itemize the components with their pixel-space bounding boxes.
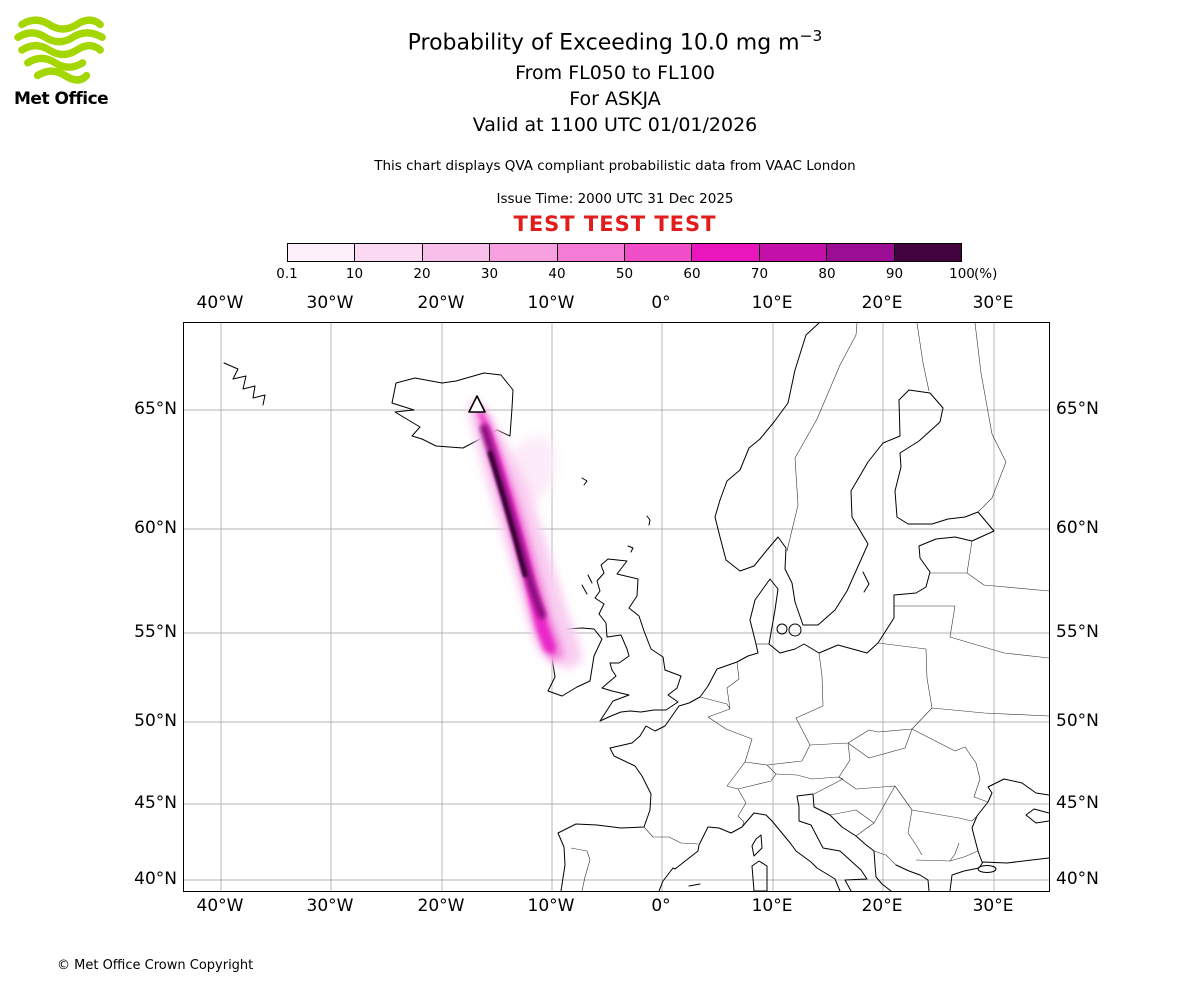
met-office-logo: Met Office	[14, 16, 126, 109]
lon-label-bottom: 10°W	[527, 896, 575, 916]
colorbar-segment	[759, 244, 828, 261]
lat-label-right: 45°N	[1056, 793, 1099, 813]
lat-label-left: 60°N	[134, 518, 177, 538]
colorbar-tick-label: 60	[683, 266, 701, 282]
faroe-coastline	[581, 477, 588, 486]
marmara-sea	[977, 865, 997, 873]
lat-label-right: 55°N	[1056, 622, 1099, 642]
colorbar-segment	[894, 244, 962, 261]
colorbar-segment	[288, 244, 356, 261]
colorbar-segment	[422, 244, 491, 261]
colorbar-segment	[355, 244, 423, 261]
lat-label-right: 50°N	[1056, 711, 1099, 731]
lat-label-right: 60°N	[1056, 518, 1099, 538]
colorbar-unit-label: (%)	[974, 266, 998, 282]
lat-label-left: 65°N	[134, 399, 177, 419]
lon-label-top: 30°W	[306, 293, 354, 313]
orkney-coastline	[627, 545, 634, 553]
logo-wordmark: Met Office	[14, 89, 109, 109]
hebrides-coastline	[581, 574, 593, 595]
colorbar-tick-label: 50	[615, 266, 634, 282]
map-svg	[184, 323, 1049, 891]
logo-waves-icon	[14, 16, 106, 84]
subtitle-valid-time: Valid at 1100 UTC 01/01/2026	[472, 114, 758, 136]
country-borders	[570, 323, 1049, 891]
colorbar-tick-label: 0.1	[276, 266, 298, 282]
mediterranean-west-coastline	[658, 812, 841, 891]
ash-plume	[468, 399, 582, 669]
issue-time: Issue Time: 2000 UTC 31 Dec 2025	[496, 191, 734, 207]
colorbar-tick-label: 40	[548, 266, 566, 282]
lon-label-bottom: 10°E	[751, 896, 793, 916]
colorbar-tick-label: 100	[949, 266, 975, 282]
page-title: Probability of Exceeding 10.0 mg m−3	[30, 27, 1200, 55]
adriatic-coastline	[796, 793, 892, 891]
lon-label-bottom: 0°	[651, 896, 671, 916]
lon-label-bottom: 30°W	[306, 896, 354, 916]
colorbar-tick-label: 90	[885, 266, 904, 282]
subtitle-flight-levels: From FL050 to FL100	[515, 62, 715, 84]
colorbar-segment	[625, 244, 693, 261]
copyright-notice: © Met Office Crown Copyright	[57, 958, 254, 973]
lon-label-bottom: 20°E	[861, 896, 903, 916]
lon-label-top: 40°W	[196, 293, 244, 313]
lon-label-bottom: 30°E	[972, 896, 1014, 916]
lat-label-left: 40°N	[134, 869, 177, 889]
colorbar-tick-label: 10	[345, 266, 364, 282]
britain-coastline	[594, 558, 682, 722]
shetland-coastline	[646, 515, 651, 526]
lat-label-left: 55°N	[134, 622, 177, 642]
colorbar-segment	[490, 244, 558, 261]
scandinavia-coastline	[714, 323, 995, 626]
lon-label-bottom: 20°W	[417, 896, 465, 916]
colorbar-segment	[827, 244, 895, 261]
subtitle-volcano: For ASKJA	[569, 88, 661, 110]
colorbar-tick-label: 80	[818, 266, 836, 282]
lon-label-top: 10°W	[527, 293, 575, 313]
title-superscript: −3	[799, 27, 823, 45]
lon-label-bottom: 40°W	[196, 896, 244, 916]
lon-label-top: 20°W	[417, 293, 465, 313]
lon-label-top: 20°E	[861, 293, 903, 313]
test-banner: TEST TEST TEST	[513, 212, 717, 236]
volcano-marker	[468, 395, 486, 413]
greece-coastline	[895, 864, 930, 891]
colorbar-tick-label: 30	[480, 266, 499, 282]
colorbar-tick-label: 20	[413, 266, 431, 282]
baltic-continental-coastline	[557, 530, 995, 891]
colorbar-tick-label: 70	[750, 266, 769, 282]
probability-colorbar	[287, 243, 962, 262]
lat-label-right: 65°N	[1056, 399, 1099, 419]
sardinia-coastline	[751, 860, 768, 891]
corsica-coastline	[751, 834, 763, 857]
danish-island	[776, 623, 788, 635]
qva-compliance-note: This chart displays QVA compliant probab…	[374, 158, 856, 174]
lon-label-top: 0°	[651, 293, 671, 313]
map-area	[183, 322, 1050, 892]
lat-label-right: 40°N	[1056, 869, 1099, 889]
title-main: Probability of Exceeding 10.0 mg m	[407, 30, 800, 56]
colorbar-tick-labels: 0.1 10 20 30 40 50 60 70 80 90 100	[276, 266, 975, 284]
colorbar-segment	[557, 244, 626, 261]
lon-label-top: 10°E	[751, 293, 793, 313]
danish-island	[788, 623, 802, 637]
greenland-coastline	[223, 362, 266, 406]
lat-label-left: 50°N	[134, 711, 177, 731]
gotland-coastline	[862, 571, 870, 593]
balearics-coastline	[688, 883, 701, 887]
turkey-aegean-coastline	[949, 857, 1049, 891]
colorbar-segment	[692, 244, 760, 261]
lat-label-left: 45°N	[134, 793, 177, 813]
graticule	[184, 323, 1049, 891]
coastlines	[223, 323, 1049, 891]
black-sea-coastline	[971, 778, 1049, 863]
lon-label-top: 30°E	[972, 293, 1014, 313]
